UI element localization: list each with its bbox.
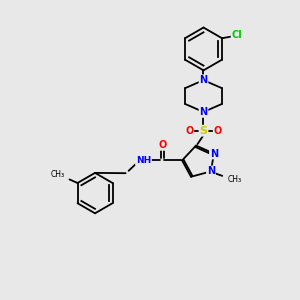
Text: O: O <box>214 126 222 136</box>
Text: CH₃: CH₃ <box>50 170 64 179</box>
Text: N: N <box>210 148 218 159</box>
Text: NH: NH <box>136 156 151 165</box>
Text: N: N <box>207 167 215 176</box>
Text: O: O <box>158 140 166 150</box>
Text: N: N <box>200 75 208 85</box>
Text: N: N <box>200 107 208 117</box>
Text: S: S <box>200 126 208 136</box>
Text: Cl: Cl <box>232 30 242 40</box>
Text: CH₃: CH₃ <box>227 175 242 184</box>
Text: O: O <box>185 126 194 136</box>
